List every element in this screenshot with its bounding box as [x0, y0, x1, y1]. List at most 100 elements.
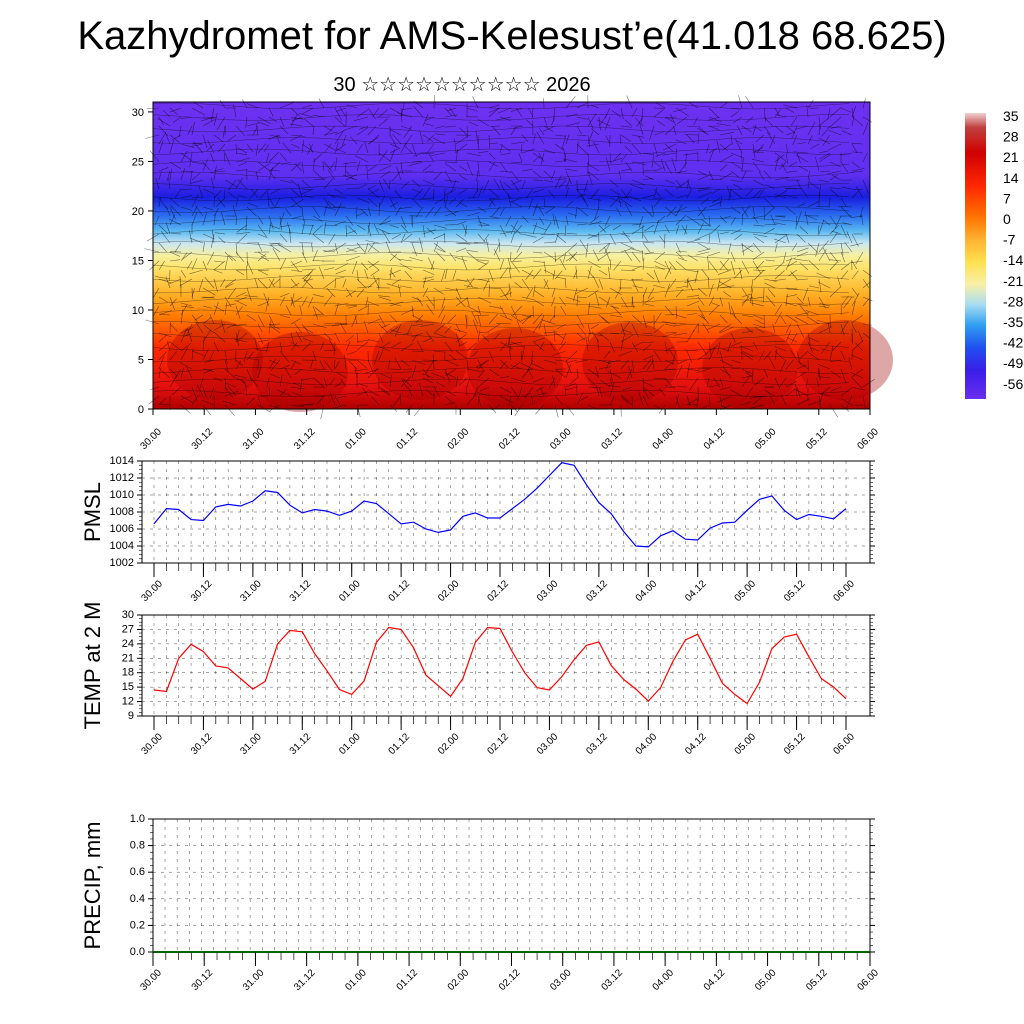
contour-line [152, 286, 850, 294]
wind-vector [289, 134, 303, 141]
wind-vector [745, 326, 754, 334]
wind-vector [507, 257, 512, 271]
wind-vector [323, 224, 338, 226]
wind-vector [488, 199, 495, 208]
pmsl-ytick-label: 1012 [110, 472, 134, 484]
wind-vector [675, 225, 680, 235]
wind-vector [686, 363, 690, 379]
wind-vector [202, 241, 205, 253]
wind-vector [695, 251, 710, 256]
wind-vector [636, 116, 644, 127]
wind-vector [433, 207, 442, 217]
wind-vector [752, 179, 766, 187]
wind-vector [303, 338, 314, 343]
wind-vector [598, 114, 608, 127]
wind-vector [326, 288, 336, 298]
wind-vector [576, 188, 589, 190]
wind-vector [342, 278, 347, 288]
wind-vector [499, 386, 512, 394]
wind-vector [312, 206, 321, 218]
wind-vector [758, 171, 765, 181]
wind-vector [686, 312, 698, 316]
wind-vector [512, 305, 523, 316]
wind-vector [577, 207, 589, 217]
wind-vector [749, 302, 765, 307]
field-fill [153, 102, 870, 409]
wind-vector [411, 296, 422, 302]
contour-line [152, 298, 850, 305]
wind-vector [774, 270, 785, 280]
wind-vector [717, 278, 721, 291]
temp-xtick-label: 03.12 [584, 731, 610, 757]
wind-vector [328, 233, 336, 245]
wind-vector [392, 395, 402, 407]
wind-vector [717, 231, 721, 244]
wind-vector [800, 187, 809, 199]
contour-line [152, 275, 850, 282]
wind-vector [616, 207, 622, 217]
wind-vector [796, 278, 809, 281]
wind-vector [224, 255, 229, 271]
pmsl-ytick-label: 1014 [110, 455, 134, 467]
wind-vector [214, 332, 226, 343]
wind-vector [290, 179, 299, 188]
wind-vector [389, 143, 400, 149]
wind-vector [508, 337, 512, 352]
wind-vector [862, 122, 869, 136]
wind-vector [851, 377, 863, 389]
wind-vector [697, 248, 711, 253]
wind-vector [567, 359, 578, 363]
contour-line [152, 137, 850, 144]
wind-vector [618, 170, 622, 181]
wind-vector [538, 206, 545, 217]
temp-ytick-label: 18 [122, 667, 134, 679]
wind-vector [554, 143, 564, 151]
wind-vector [565, 404, 575, 416]
wind-vector [713, 377, 721, 388]
wind-vector [532, 170, 541, 178]
wind-vector [158, 132, 167, 145]
wind-vector [736, 140, 743, 154]
wind-vector [279, 212, 285, 226]
wind-vector [303, 327, 314, 334]
wind-vector [310, 242, 314, 253]
wind-vector [818, 305, 829, 308]
wind-vector [228, 254, 237, 262]
wind-vector [488, 134, 491, 149]
wind-vector [754, 319, 765, 325]
wind-vector [250, 377, 259, 388]
wind-vector [581, 193, 589, 208]
wind-vector [334, 381, 343, 388]
wind-vector [851, 143, 858, 153]
wind-vector [741, 243, 754, 253]
wind-vector [510, 141, 526, 145]
wind-vector [516, 242, 523, 253]
wind-vector [353, 116, 369, 122]
wind-vector [609, 188, 620, 195]
wind-vector [461, 256, 468, 271]
wind-vector [344, 354, 347, 370]
wind-vector [268, 323, 281, 330]
wind-vector [810, 143, 820, 149]
wind-vector [855, 342, 864, 352]
wind-vector [796, 247, 809, 253]
wind-vector [774, 311, 783, 325]
wind-vector [774, 349, 778, 361]
wind-vector [243, 350, 248, 363]
wind-vector [521, 393, 532, 397]
wind-vector [470, 350, 479, 358]
wind-vector [583, 179, 589, 193]
wind-vector [490, 197, 501, 199]
wind-vector [728, 302, 732, 316]
wind-vector [499, 376, 510, 379]
wind-vector [587, 305, 602, 309]
wind-vector [701, 268, 710, 280]
wind-vector [378, 165, 392, 172]
wind-vector [279, 233, 288, 243]
wind-vector [171, 386, 182, 396]
wind-vector [301, 161, 305, 174]
wind-vector [624, 119, 633, 127]
wind-vector [428, 153, 435, 163]
wind-vector [476, 170, 479, 182]
wind-vector [862, 379, 875, 388]
